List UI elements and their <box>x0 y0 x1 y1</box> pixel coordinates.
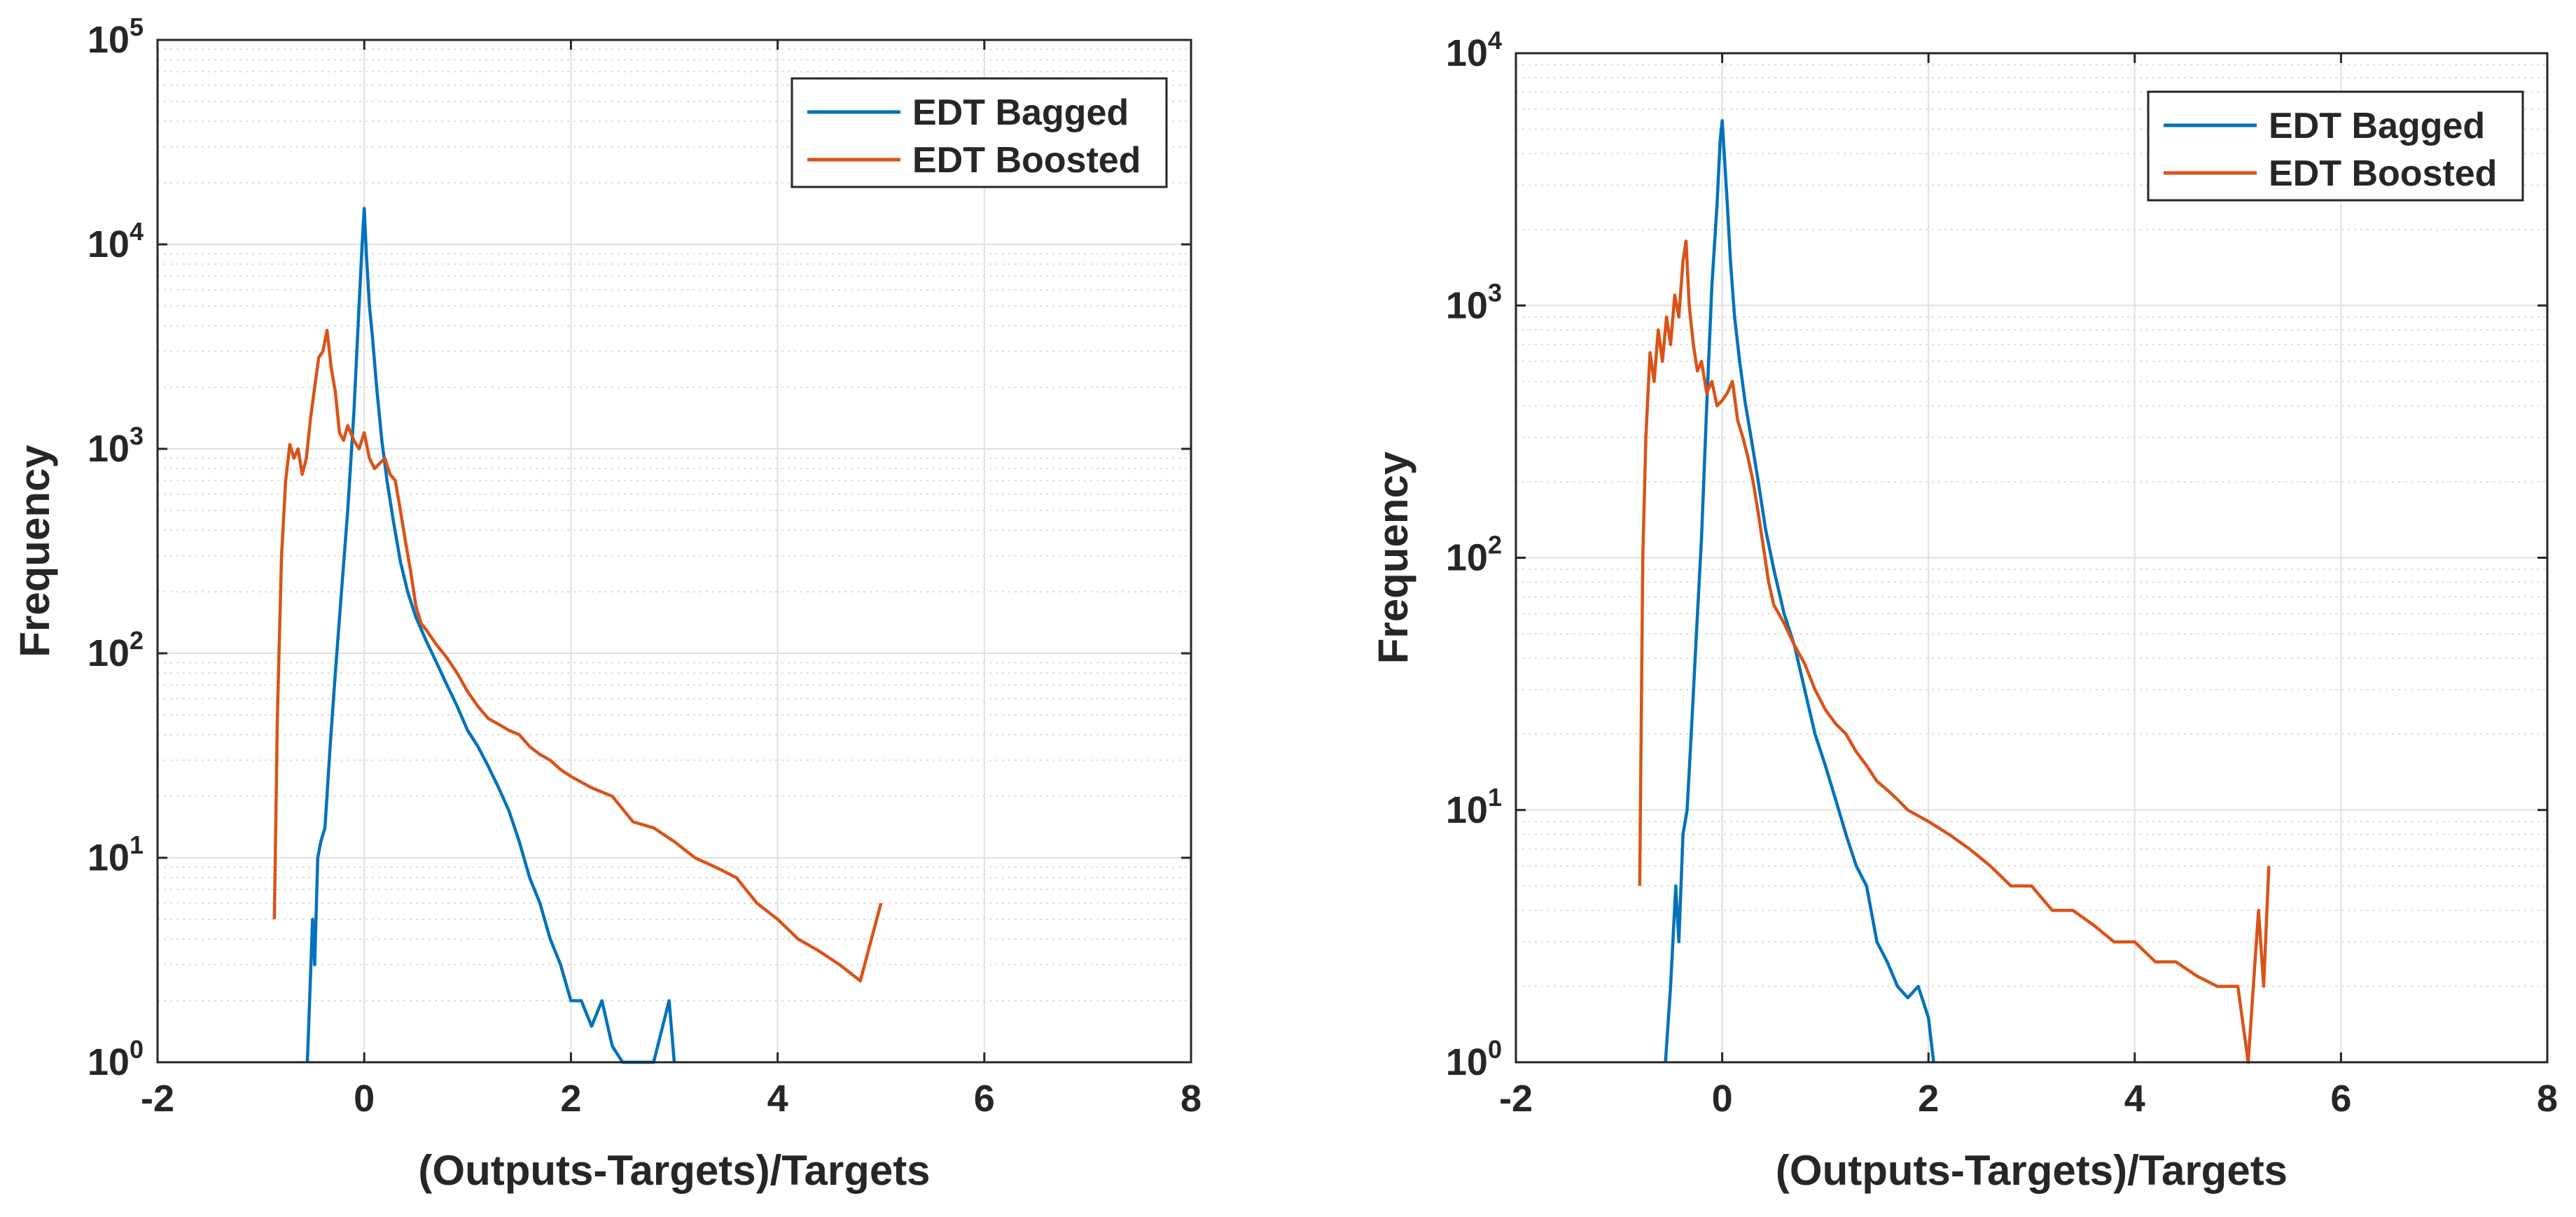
y-tick-label: 102 <box>88 626 144 674</box>
x-axis-label: (Outputs-Targets)/Targets <box>418 1147 930 1194</box>
x-tick-label: 0 <box>1712 1078 1733 1120</box>
x-tick-label: 8 <box>2537 1078 2558 1120</box>
legend-label: EDT Bagged <box>912 92 1129 133</box>
x-tick-label: -2 <box>141 1078 174 1120</box>
legend-label: EDT Boosted <box>912 140 1141 181</box>
axes-box <box>156 39 1192 1064</box>
x-tick-label: 6 <box>974 1078 995 1120</box>
y-tick-label: 104 <box>88 217 144 265</box>
legend-box <box>791 77 1168 188</box>
plot-area <box>158 40 1191 1062</box>
y-axis-label: Frequency <box>1370 451 1416 664</box>
series-line-bagged <box>1664 119 1935 1063</box>
chart-1: -2 0 2 4 6 8 100 101 102 103 104 105 (Outputs-Target… <box>11 13 1202 1194</box>
x-axis-label: (Outputs-Targets)/Targets <box>1776 1147 2288 1194</box>
x-tick-label: 2 <box>1918 1078 1939 1120</box>
series-line-boosted <box>272 328 883 983</box>
legend-label: EDT Bagged <box>2269 106 2485 146</box>
series-line-boosted <box>1638 239 2271 1064</box>
legend: EDT Bagged EDT Boosted <box>791 77 1168 188</box>
y-tick-label: 103 <box>1446 278 1502 326</box>
legend-box <box>2147 90 2524 202</box>
y-tick-label: 101 <box>88 830 144 879</box>
y-tick-label: 103 <box>88 422 144 470</box>
legend: EDT Bagged EDT Boosted <box>2147 90 2524 202</box>
series-line-bagged <box>305 207 676 1064</box>
x-tick-label: 0 <box>354 1078 375 1120</box>
y-tick-label: 100 <box>88 1035 144 1083</box>
x-tick-label: 2 <box>560 1078 581 1120</box>
x-tick-label: -2 <box>1499 1078 1533 1120</box>
chart-2: -2 0 2 4 6 8 100 101 102 103 104 (Outputs-Targets)/… <box>1370 26 2558 1194</box>
x-tick-label: 6 <box>2330 1078 2351 1120</box>
y-tick-label: 101 <box>1446 783 1502 831</box>
legend-label: EDT Boosted <box>2269 153 2497 194</box>
y-tick-label: 104 <box>1446 26 1502 74</box>
x-tick-label: 4 <box>767 1078 788 1120</box>
y-axis-label: Frequency <box>11 445 58 658</box>
x-tick-label: 4 <box>2124 1078 2145 1120</box>
y-tick-label: 100 <box>1446 1035 1502 1083</box>
x-tick-label: 8 <box>1181 1078 1202 1120</box>
y-tick-label: 105 <box>88 13 144 61</box>
y-tick-label: 102 <box>1446 531 1502 579</box>
